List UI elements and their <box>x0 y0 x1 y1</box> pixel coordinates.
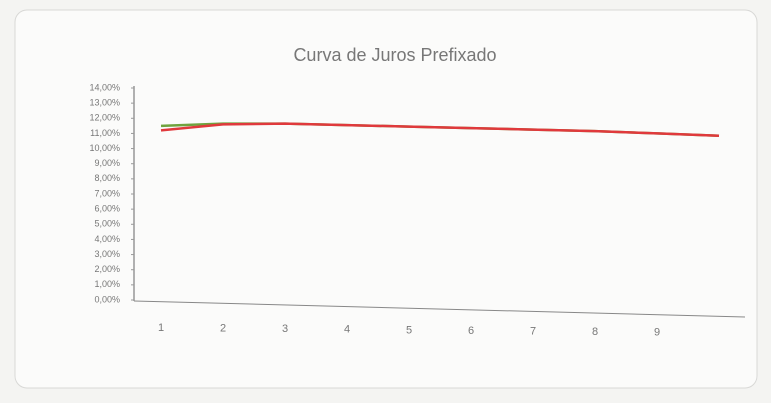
y-tick-label: 7,00% <box>94 188 120 198</box>
x-tick-label: 9 <box>654 327 660 339</box>
chart-title: Curva de Juros Prefixado <box>293 45 496 65</box>
x-tick-label: 1 <box>158 322 164 334</box>
x-tick-label: 6 <box>468 325 474 337</box>
y-tick-label: 12,00% <box>89 113 120 123</box>
y-tick-label: 10,00% <box>89 143 120 153</box>
x-axis <box>133 300 746 318</box>
y-tick-label: 3,00% <box>94 249 120 259</box>
x-tick-label: 5 <box>406 324 412 336</box>
y-tick-label: 13,00% <box>89 98 120 108</box>
x-tick-label: 2 <box>220 323 226 335</box>
y-tick-label: 2,00% <box>94 264 120 274</box>
y-tick-label: 1,00% <box>94 279 120 289</box>
y-tick-label: 4,00% <box>94 234 120 244</box>
y-tick-label: 5,00% <box>94 219 120 229</box>
y-tick-label: 0,00% <box>94 294 120 304</box>
y-tick-label: 9,00% <box>94 158 120 168</box>
y-tick-label: 14,00% <box>89 82 120 92</box>
chart-card <box>14 9 758 389</box>
y-tick-label: 8,00% <box>94 173 120 183</box>
x-tick-label: 3 <box>282 323 288 335</box>
x-tick-label: 7 <box>530 326 536 338</box>
x-tick-label: 4 <box>344 324 350 336</box>
y-tick-label: 6,00% <box>94 204 120 214</box>
series-line <box>160 122 720 137</box>
y-tick-label: 11,00% <box>90 128 120 138</box>
x-tick-label: 8 <box>592 326 598 338</box>
